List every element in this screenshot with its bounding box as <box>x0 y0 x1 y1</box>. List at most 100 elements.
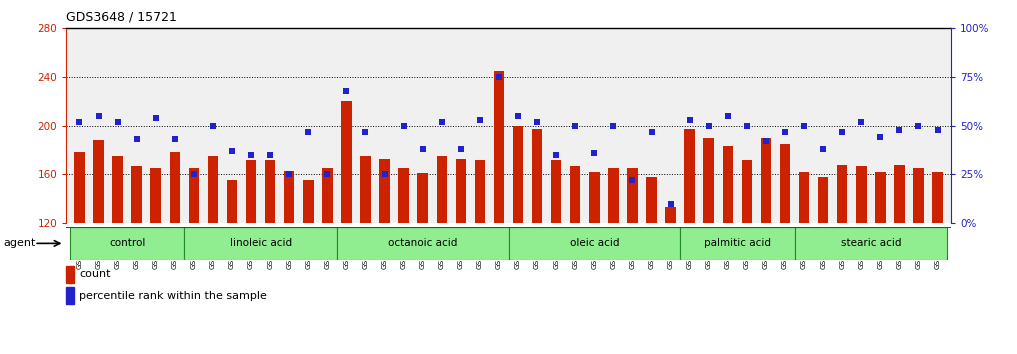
Text: oleic acid: oleic acid <box>570 238 619 249</box>
Bar <box>894 165 905 223</box>
Point <box>128 136 144 142</box>
Bar <box>151 168 161 223</box>
Point <box>567 123 584 129</box>
Bar <box>94 140 104 223</box>
Bar <box>794 227 947 260</box>
Bar <box>337 227 508 260</box>
Text: GDS3648 / 15721: GDS3648 / 15721 <box>66 11 177 24</box>
Bar <box>589 172 600 223</box>
Point <box>319 172 336 177</box>
Point <box>701 123 717 129</box>
Bar <box>322 168 333 223</box>
Bar <box>284 171 295 223</box>
Point <box>853 119 870 125</box>
Text: agent: agent <box>3 238 36 249</box>
Point <box>281 172 297 177</box>
Point <box>396 123 412 129</box>
Point <box>186 172 202 177</box>
Bar <box>818 177 829 223</box>
Point <box>586 150 602 156</box>
Bar <box>722 146 733 223</box>
Bar <box>131 166 142 223</box>
Point <box>662 201 678 206</box>
Point <box>930 127 946 132</box>
Bar <box>379 159 390 223</box>
Bar <box>761 138 771 223</box>
Bar <box>608 168 618 223</box>
Bar <box>665 207 676 223</box>
Bar <box>184 227 337 260</box>
Point <box>548 152 564 158</box>
Bar <box>264 160 276 223</box>
Bar <box>66 287 74 304</box>
Text: stearic acid: stearic acid <box>841 238 901 249</box>
Bar <box>508 227 680 260</box>
Point <box>796 123 813 129</box>
Bar <box>475 160 485 223</box>
Bar <box>837 165 847 223</box>
Bar <box>680 227 794 260</box>
Bar <box>399 168 409 223</box>
Point <box>910 123 926 129</box>
Point <box>339 88 355 93</box>
Point <box>815 146 831 152</box>
Bar <box>913 168 923 223</box>
Point <box>529 119 545 125</box>
Bar <box>933 172 943 223</box>
Bar <box>227 181 237 223</box>
Bar <box>417 173 428 223</box>
Point <box>91 113 107 119</box>
Point <box>453 146 469 152</box>
Point <box>357 129 373 134</box>
Point <box>147 115 164 121</box>
Point <box>243 152 259 158</box>
Bar <box>741 160 753 223</box>
Point <box>681 117 698 122</box>
Bar <box>360 156 371 223</box>
Point <box>376 172 393 177</box>
Point <box>110 119 126 125</box>
Text: octanoic acid: octanoic acid <box>388 238 458 249</box>
Text: palmitic acid: palmitic acid <box>704 238 771 249</box>
Bar <box>532 129 542 223</box>
Point <box>224 148 240 154</box>
Point <box>758 138 774 144</box>
Bar <box>493 71 504 223</box>
Bar <box>436 156 447 223</box>
Point <box>71 119 87 125</box>
Bar <box>704 138 714 223</box>
Point <box>644 129 660 134</box>
Bar <box>684 129 695 223</box>
Point <box>720 113 736 119</box>
Point <box>472 117 488 122</box>
Bar <box>646 177 657 223</box>
Bar <box>170 153 180 223</box>
Bar <box>70 227 184 260</box>
Point <box>510 113 526 119</box>
Bar <box>207 156 219 223</box>
Point <box>777 129 793 134</box>
Bar <box>112 156 123 223</box>
Point <box>873 135 889 140</box>
Text: percentile rank within the sample: percentile rank within the sample <box>79 291 267 301</box>
Text: count: count <box>79 269 111 279</box>
Text: linoleic acid: linoleic acid <box>230 238 292 249</box>
Bar <box>551 160 561 223</box>
Bar <box>341 101 352 223</box>
Point <box>891 127 907 132</box>
Bar <box>513 126 524 223</box>
Bar <box>570 166 581 223</box>
Point <box>834 129 850 134</box>
Bar <box>798 172 810 223</box>
Point <box>204 123 221 129</box>
Point <box>167 136 183 142</box>
Point <box>433 119 450 125</box>
Bar <box>456 159 466 223</box>
Bar <box>780 144 790 223</box>
Bar <box>66 266 74 283</box>
Bar <box>246 160 256 223</box>
Point <box>624 177 641 183</box>
Bar <box>303 181 313 223</box>
Point <box>262 152 279 158</box>
Bar <box>188 168 199 223</box>
